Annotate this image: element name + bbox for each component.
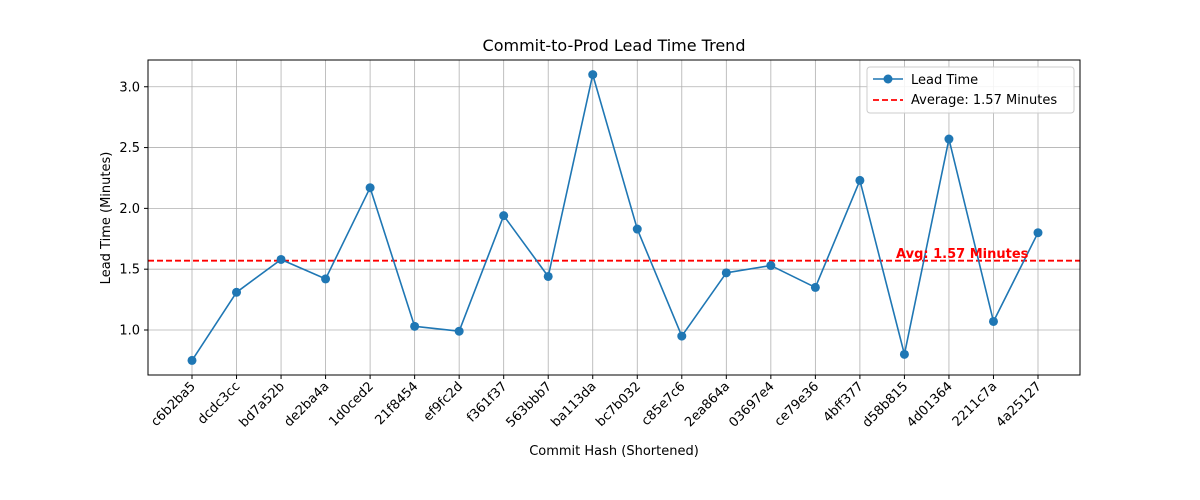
x-tick-label: bd7a52b [237, 379, 288, 430]
data-point [232, 287, 242, 297]
data-point [766, 261, 776, 271]
data-point [721, 268, 731, 278]
x-tick-label: 2ea864a [682, 379, 733, 430]
x-tick-label: 21f8454 [373, 379, 422, 428]
data-point [543, 271, 553, 281]
x-tick-label: c85e7c6 [639, 379, 689, 429]
plot-frame [147, 59, 1081, 376]
data-point [499, 211, 509, 221]
y-tick-label: 2.5 [119, 141, 140, 156]
data-point [588, 70, 598, 80]
y-tick-label: 1.5 [119, 263, 140, 278]
average-annotation: Avg: 1.57 Minutes [896, 247, 1029, 262]
data-point [899, 349, 909, 359]
x-tick-label: 4a25127 [993, 379, 1044, 430]
x-tick-label: 03697e4 [726, 379, 777, 430]
x-tick-label: ba113da [548, 379, 599, 430]
x-tick-label: de2ba4a [282, 379, 333, 430]
chart-title: Commit-to-Prod Lead Time Trend [483, 36, 746, 55]
data-point [632, 224, 642, 234]
x-tick-label: 4bff377 [821, 379, 867, 425]
x-tick-label: f361f37 [464, 379, 510, 425]
x-tick-label: c6b2ba5 [148, 379, 199, 430]
x-tick-label: 563bbb7 [504, 379, 556, 431]
y-axis-ticks: 1.0 1.5 2.0 2.5 3.0 [119, 80, 148, 339]
legend-series-label: Lead Time [911, 73, 978, 88]
data-point [677, 331, 687, 341]
data-point [321, 274, 331, 284]
data-point [276, 254, 286, 264]
data-point [810, 282, 820, 292]
x-tick-label: 1d0ced2 [326, 379, 377, 430]
legend-average-label: Average: 1.57 Minutes [911, 93, 1057, 108]
data-point [410, 321, 420, 331]
y-tick-label: 1.0 [119, 324, 140, 339]
x-axis-label: Commit Hash (Shortened) [529, 444, 699, 459]
data-point [988, 316, 998, 326]
data-point [944, 134, 954, 144]
legend-series-swatch-marker [883, 74, 893, 84]
series-group [187, 70, 1043, 365]
data-point [1033, 228, 1043, 238]
x-tick-label: ef9fc2d [421, 379, 466, 424]
y-tick-label: 2.0 [119, 202, 140, 217]
data-point [187, 355, 197, 365]
x-tick-label: d58b815 [860, 379, 912, 431]
x-tick-label: bc7b032 [593, 379, 644, 430]
x-tick-label: ce79e36 [772, 379, 822, 429]
y-tick-label: 3.0 [119, 80, 140, 95]
x-axis-ticks: c6b2ba5dcdc3ccbd7a52bde2ba4a1d0ced221f84… [148, 375, 1045, 431]
data-point [855, 175, 865, 185]
legend-box [866, 66, 1075, 114]
series-line [191, 73, 1039, 361]
data-point [365, 183, 375, 193]
x-tick-label: 4d01364 [904, 379, 956, 431]
legend: Lead Time Average: 1.57 Minutes [866, 66, 1075, 114]
y-axis-label: Lead Time (Minutes) [99, 152, 114, 285]
data-point [454, 326, 464, 336]
x-tick-label: 2211c7a [950, 379, 1001, 430]
